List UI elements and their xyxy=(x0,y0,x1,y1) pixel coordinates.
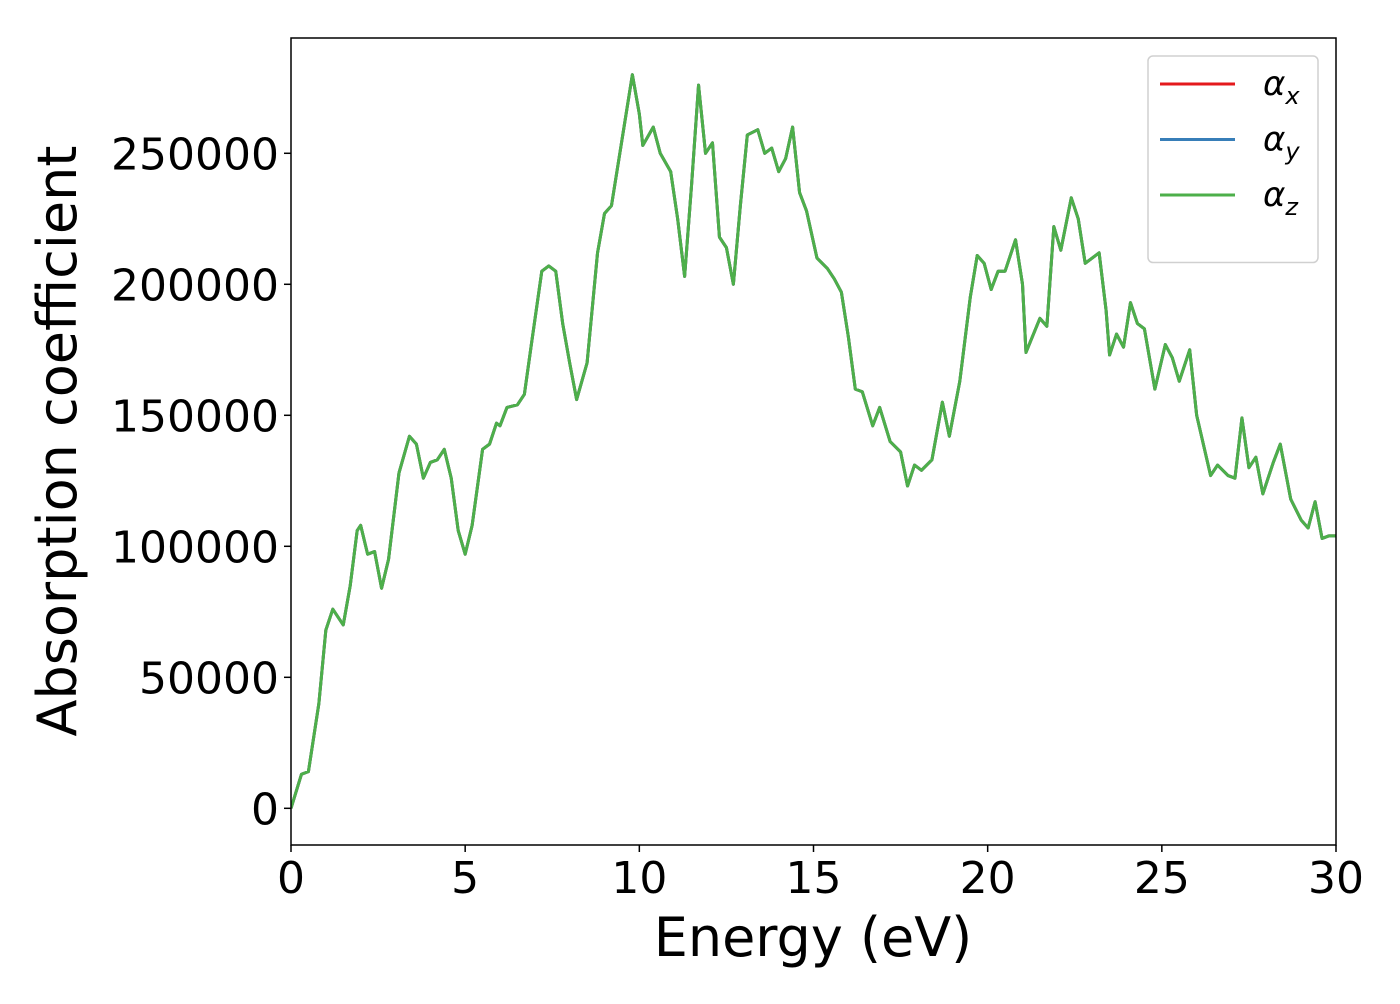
y-tick-label: 0 xyxy=(251,784,279,835)
y-tick-label: 100000 xyxy=(111,522,279,573)
y-tick-label: 250000 xyxy=(111,129,279,180)
x-tick-label: 10 xyxy=(611,853,667,904)
y-tick-label: 200000 xyxy=(111,260,279,311)
data-line xyxy=(291,73,1336,809)
x-tick-label: 20 xyxy=(960,853,1016,904)
plot-frame xyxy=(290,37,1337,846)
x-axis-label: Energy (eV) xyxy=(654,906,973,969)
y-axis-label: Absorption coefficient xyxy=(26,146,89,737)
x-tick-label: 25 xyxy=(1134,853,1190,904)
y-tick-label: 50000 xyxy=(139,653,279,704)
legend-label: αz xyxy=(1263,175,1299,221)
legend-box xyxy=(1147,55,1319,264)
x-tick-label: 30 xyxy=(1308,853,1364,904)
legend-label: αx xyxy=(1263,64,1300,110)
y-tick-label: 150000 xyxy=(111,391,279,442)
legend-label: αy xyxy=(1263,120,1300,166)
x-tick-label: 5 xyxy=(451,853,479,904)
x-tick-label: 0 xyxy=(277,853,305,904)
x-tick-label: 15 xyxy=(786,853,842,904)
